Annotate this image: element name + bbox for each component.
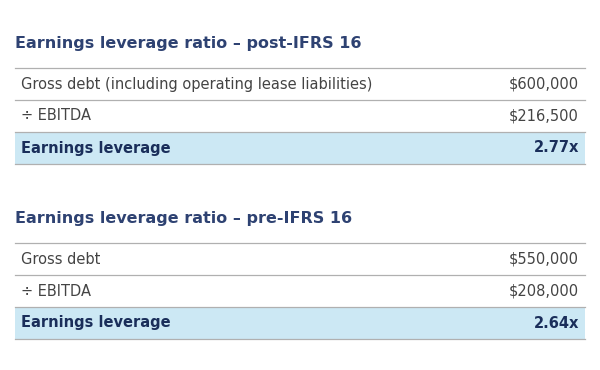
Text: Gross debt: Gross debt (21, 252, 100, 266)
Text: $208,000: $208,000 (509, 283, 579, 299)
Text: Earnings leverage ratio – post-IFRS 16: Earnings leverage ratio – post-IFRS 16 (15, 36, 361, 51)
Text: 2.64x: 2.64x (533, 316, 579, 330)
Text: Earnings leverage ratio – pre-IFRS 16: Earnings leverage ratio – pre-IFRS 16 (15, 211, 352, 226)
Text: $216,500: $216,500 (509, 108, 579, 124)
Bar (15, 307, 585, 339)
Text: ÷ EBITDA: ÷ EBITDA (21, 283, 91, 299)
Text: Earnings leverage: Earnings leverage (21, 316, 170, 330)
Text: $550,000: $550,000 (509, 252, 579, 266)
Text: 2.77x: 2.77x (533, 141, 579, 155)
Text: $600,000: $600,000 (509, 77, 579, 91)
Text: ÷ EBITDA: ÷ EBITDA (21, 108, 91, 124)
Text: Earnings leverage: Earnings leverage (21, 141, 170, 155)
Bar (15, 132, 585, 164)
Text: Gross debt (including operating lease liabilities): Gross debt (including operating lease li… (21, 77, 373, 91)
